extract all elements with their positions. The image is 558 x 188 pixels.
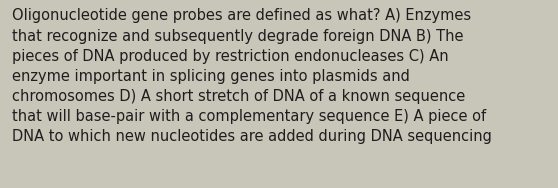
Text: Oligonucleotide gene probes are defined as what? A) Enzymes
that recognize and s: Oligonucleotide gene probes are defined …	[12, 8, 492, 144]
